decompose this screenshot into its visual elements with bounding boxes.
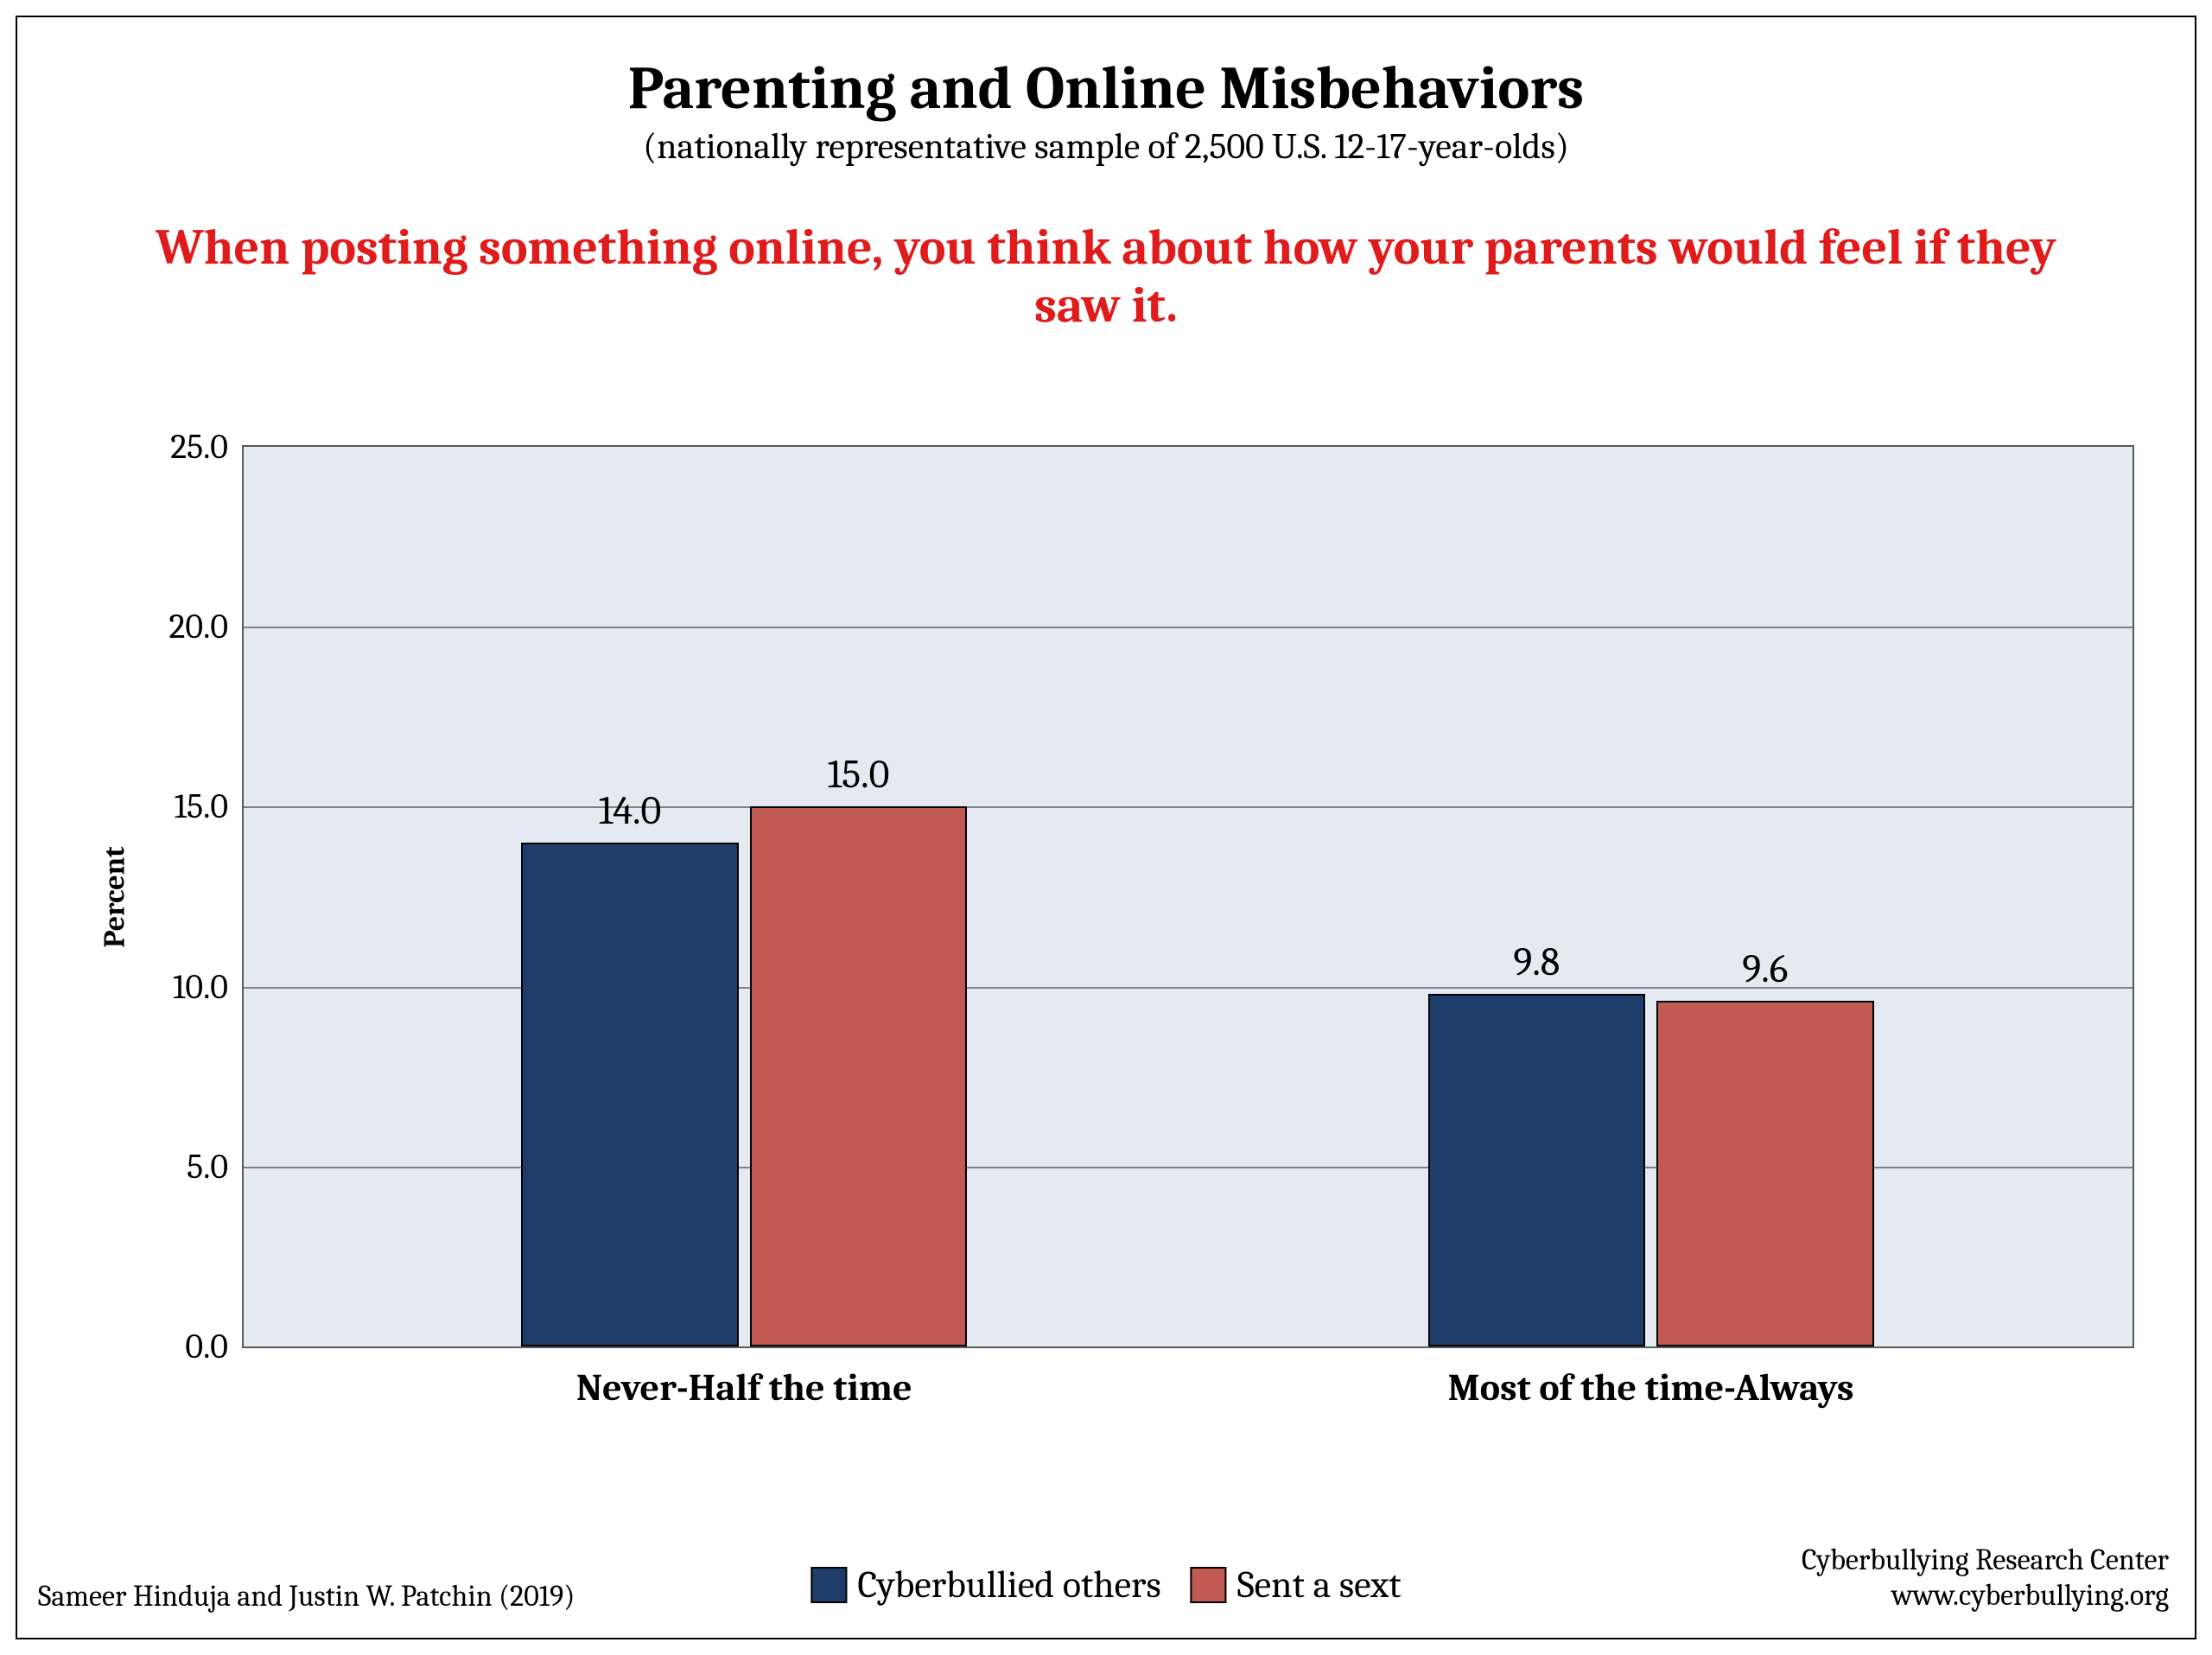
credit-source-line2: www.cyberbullying.org	[1802, 1578, 2169, 1614]
y-tick-label: 20.0	[169, 607, 228, 646]
legend-swatch	[1191, 1567, 1227, 1603]
bar	[1656, 1001, 1873, 1346]
legend-label: Cyberbullied others	[857, 1563, 1160, 1607]
survey-question: When posting something online, you think…	[138, 220, 2074, 334]
credit-source-line1: Cyberbullying Research Center	[1802, 1543, 2169, 1578]
legend: Cyberbullied others Sent a sext	[810, 1563, 1401, 1607]
x-category-label: Most of the time-Always	[1448, 1365, 1854, 1410]
chart-title: Parenting and Online Misbehaviors	[17, 54, 2195, 124]
legend-item: Sent a sext	[1191, 1563, 1402, 1607]
bar-value-label: 15.0	[828, 752, 890, 798]
chart-frame: Parenting and Online Misbehaviors (natio…	[16, 16, 2196, 1639]
title-block: Parenting and Online Misbehaviors (natio…	[17, 17, 2195, 168]
chart-subtitle: (nationally representative sample of 2,5…	[17, 125, 2195, 168]
y-axis-label: Percent	[98, 846, 132, 947]
y-tick-label: 10.0	[173, 967, 228, 1007]
grid-line	[244, 806, 2133, 808]
credit-source: Cyberbullying Research Center www.cyberb…	[1802, 1543, 2169, 1614]
credit-authors: Sameer Hinduja and Justin W. Patchin (20…	[38, 1579, 575, 1614]
chart-area: Percent 0.05.010.015.020.025.014.015.0Ne…	[138, 445, 2134, 1348]
bar-value-label: 14.0	[599, 788, 662, 834]
bar	[521, 843, 738, 1346]
y-tick-label: 0.0	[185, 1327, 228, 1366]
legend-label: Sent a sext	[1237, 1563, 1402, 1607]
plot-area: 0.05.010.015.020.025.014.015.0Never-Half…	[242, 445, 2134, 1348]
bar-value-label: 9.6	[1742, 946, 1788, 992]
y-tick-label: 15.0	[175, 786, 228, 826]
grid-line	[244, 627, 2133, 628]
bar	[750, 806, 967, 1346]
legend-swatch	[810, 1567, 847, 1603]
y-tick-label: 25.0	[170, 427, 228, 467]
bar-value-label: 9.8	[1513, 939, 1560, 985]
bar	[1428, 994, 1645, 1346]
legend-item: Cyberbullied others	[810, 1563, 1160, 1607]
y-tick-label: 5.0	[187, 1147, 228, 1187]
x-category-label: Never-Half the time	[576, 1365, 912, 1410]
